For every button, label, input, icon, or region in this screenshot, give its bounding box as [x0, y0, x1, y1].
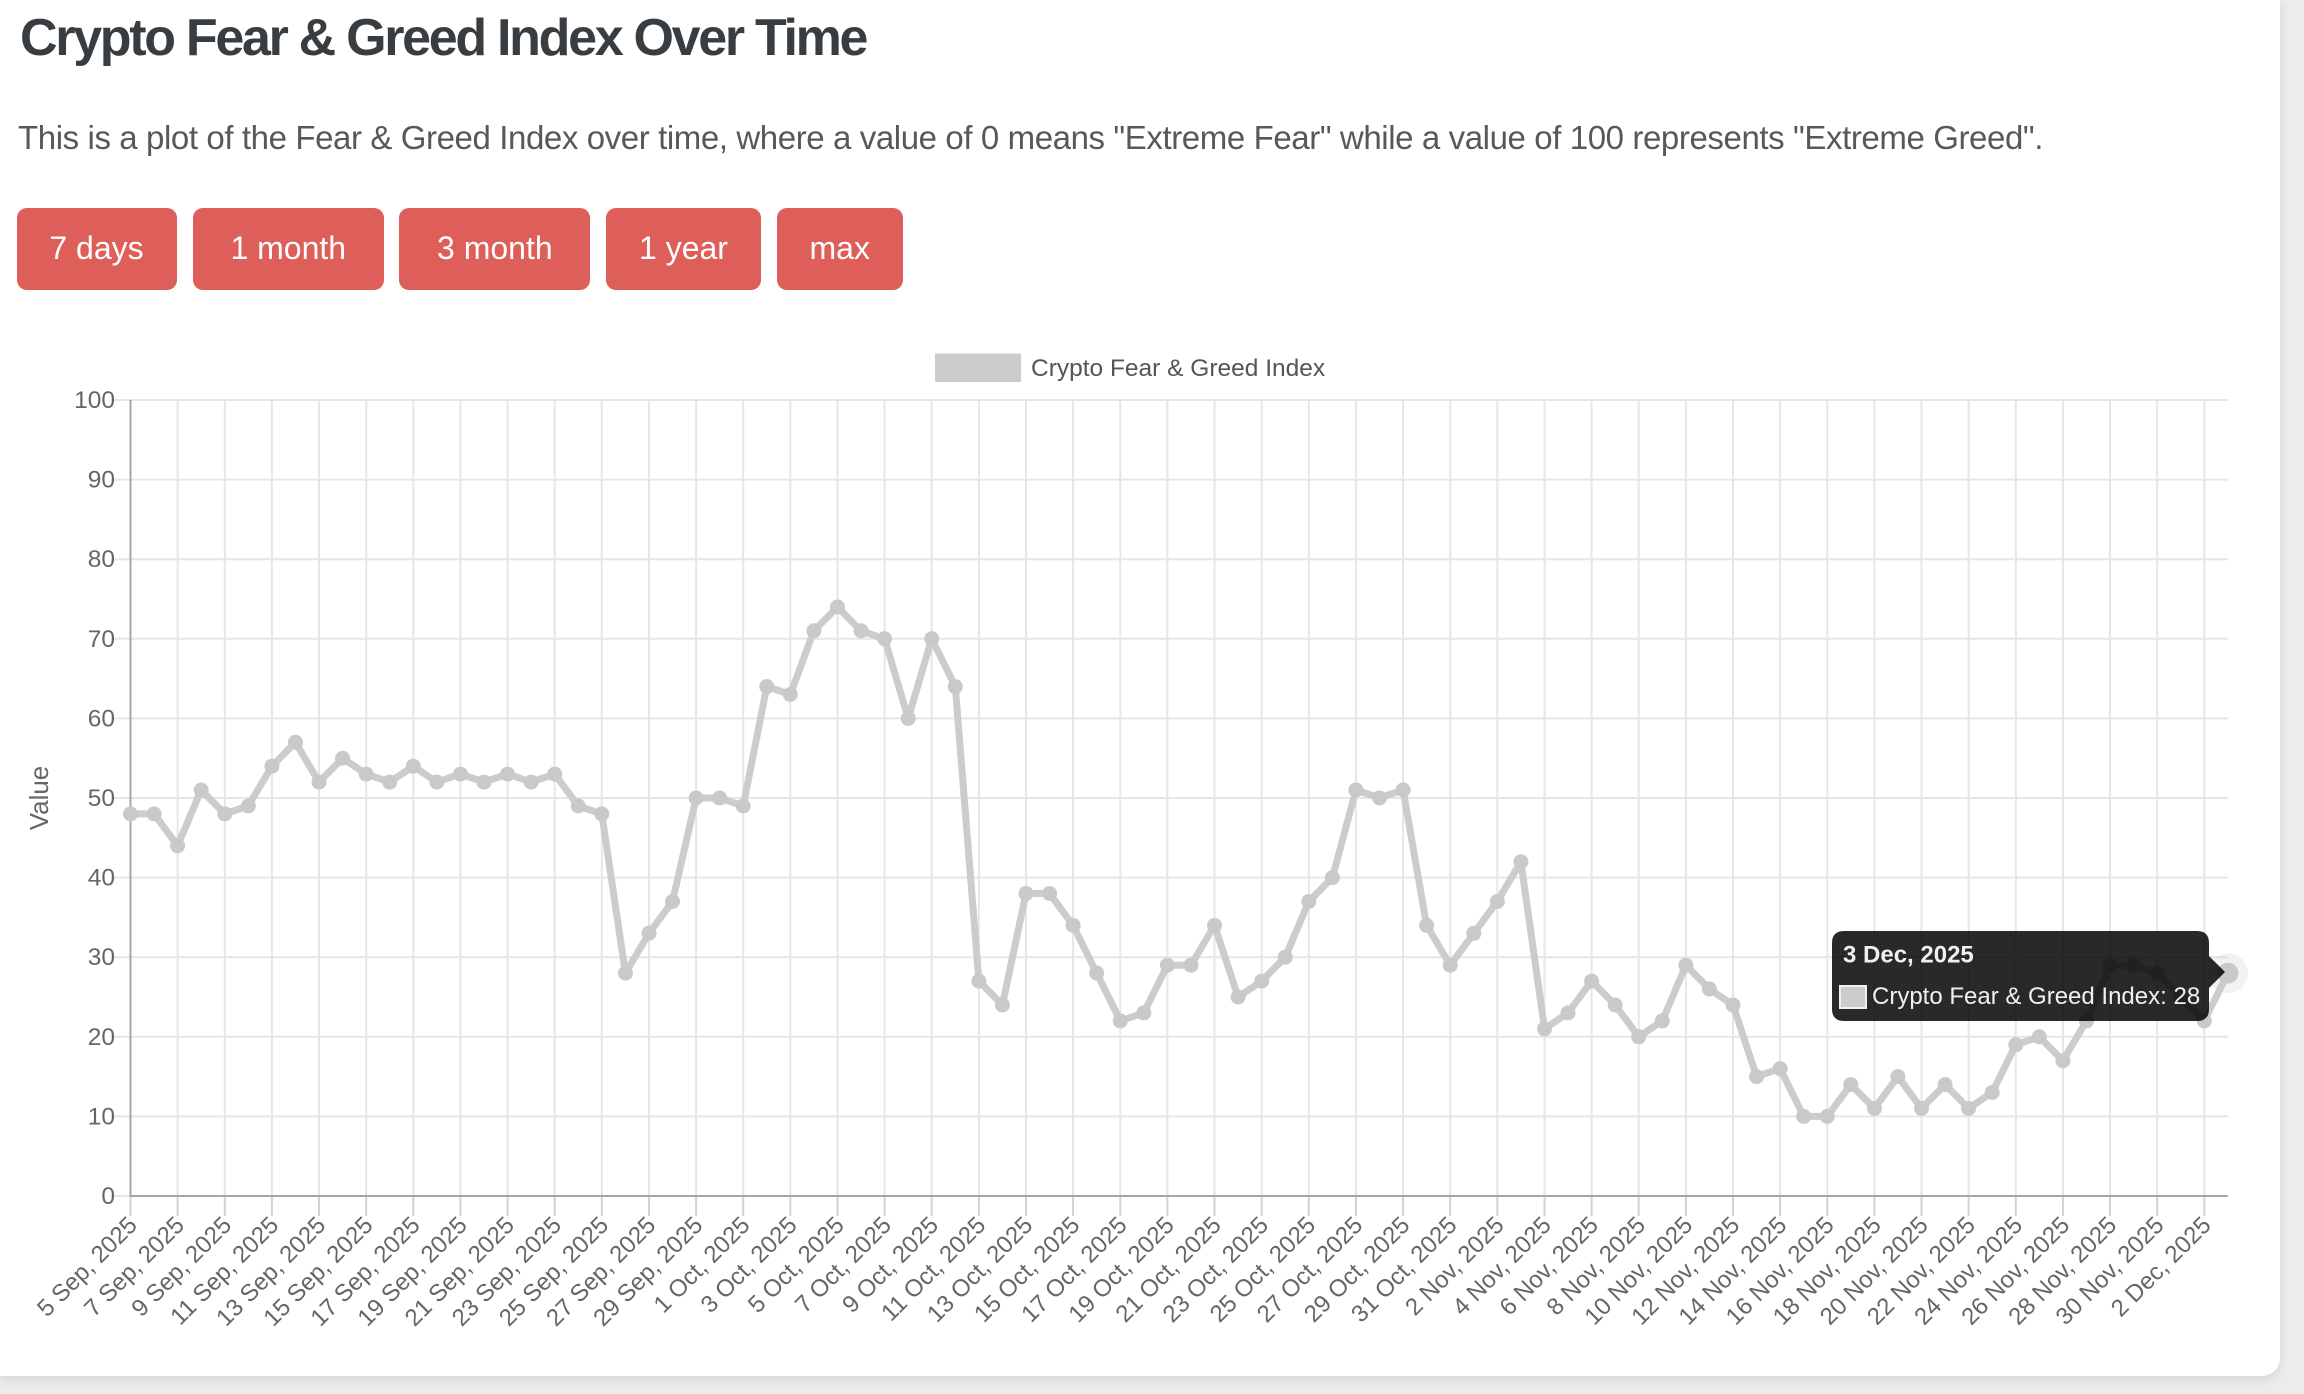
svg-text:3 Dec, 2025: 3 Dec, 2025	[1843, 942, 1974, 969]
svg-text:40: 40	[88, 865, 115, 892]
svg-text:10: 10	[88, 1103, 115, 1130]
svg-text:50: 50	[88, 785, 115, 812]
svg-text:Crypto Fear & Greed Index: Crypto Fear & Greed Index	[1031, 355, 1325, 382]
svg-text:60: 60	[88, 705, 115, 732]
svg-text:Crypto Fear & Greed Index: 28: Crypto Fear & Greed Index: 28	[1872, 983, 2200, 1010]
svg-text:0: 0	[101, 1183, 115, 1210]
svg-text:20: 20	[88, 1024, 115, 1051]
svg-text:70: 70	[88, 626, 115, 653]
svg-text:90: 90	[88, 467, 115, 494]
svg-text:Value: Value	[24, 766, 54, 831]
svg-text:100: 100	[74, 387, 115, 414]
svg-text:30: 30	[88, 944, 115, 971]
svg-text:80: 80	[88, 546, 115, 573]
